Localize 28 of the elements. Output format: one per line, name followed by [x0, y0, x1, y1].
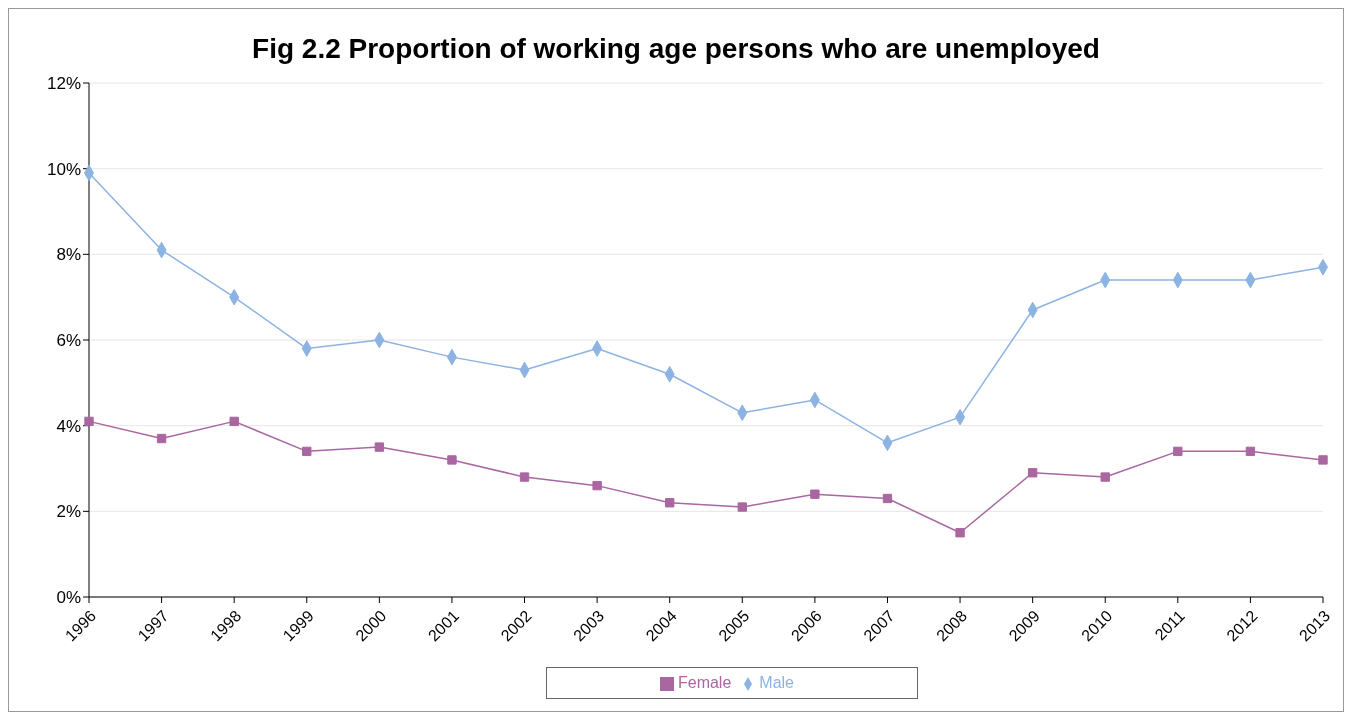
point	[1173, 446, 1183, 457]
y-tick-label: 12%	[46, 74, 81, 94]
point	[1100, 472, 1110, 482]
y-tick-label: 8%	[56, 245, 81, 265]
point	[810, 489, 820, 499]
point	[1318, 455, 1328, 465]
y-tick-label: 0%	[56, 588, 81, 608]
point	[1245, 446, 1256, 457]
point	[302, 446, 312, 457]
y-tick-label: 2%	[56, 502, 81, 522]
y-tick-label: 10%	[46, 159, 81, 179]
legend-label: Female	[677, 674, 732, 691]
point	[592, 480, 602, 491]
point	[374, 442, 385, 452]
point	[882, 493, 893, 504]
point	[1027, 468, 1038, 478]
point	[156, 433, 167, 444]
point	[84, 416, 94, 427]
point	[519, 472, 530, 482]
chart-title: Fig 2.2 Proportion of working age persons who are unemployed	[251, 32, 1101, 66]
point	[665, 498, 675, 508]
legend-label: Male	[759, 674, 795, 691]
point	[229, 416, 239, 427]
point	[737, 502, 747, 512]
y-tick-label: 4%	[56, 416, 81, 436]
point	[447, 455, 457, 465]
point	[955, 528, 965, 538]
y-tick-label: 6%	[56, 331, 81, 351]
